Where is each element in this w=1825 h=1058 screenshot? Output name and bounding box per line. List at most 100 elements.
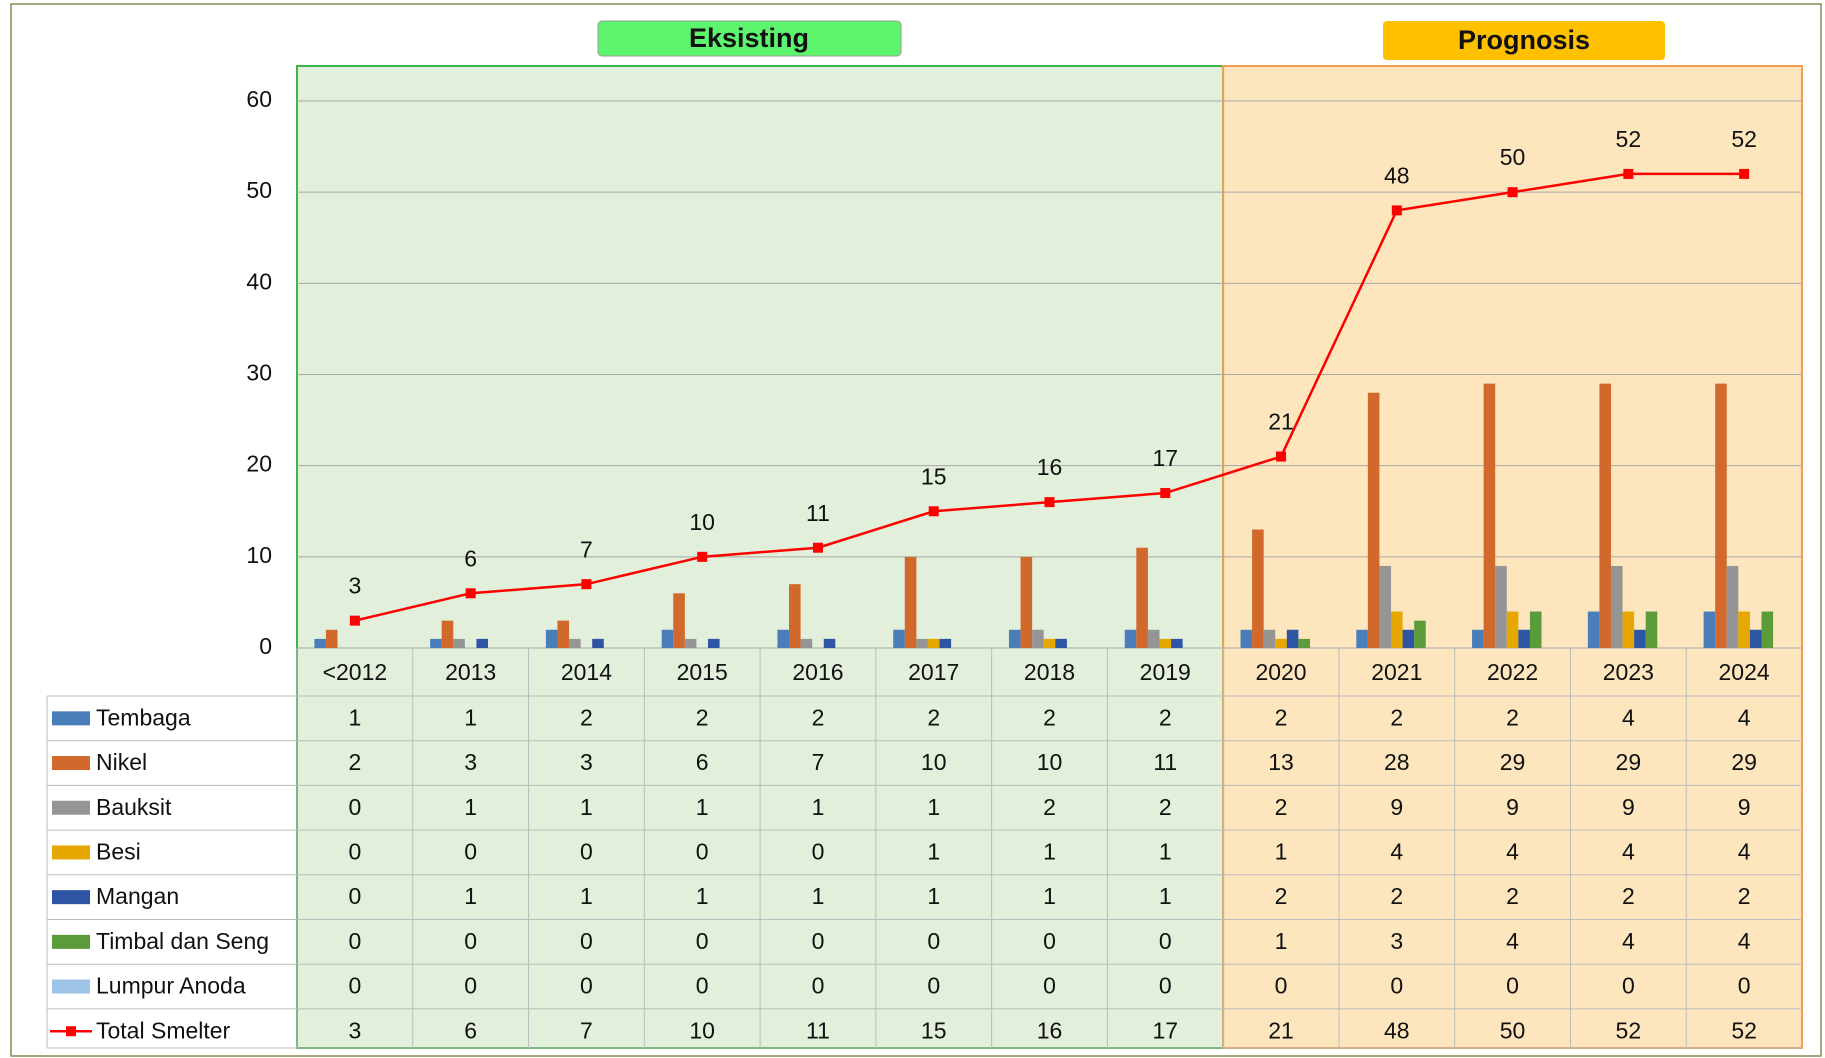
table-cell: 0 xyxy=(927,973,940,999)
bar xyxy=(1159,638,1172,648)
x-tick-label: 2020 xyxy=(1255,659,1306,685)
table-cell: 10 xyxy=(1037,749,1063,775)
bar xyxy=(1032,629,1044,648)
bar xyxy=(661,629,674,648)
annotation: Prognosis xyxy=(1458,25,1590,55)
legend-label: Nikel xyxy=(96,749,147,775)
table-cell: 0 xyxy=(464,839,477,865)
data-label: 3 xyxy=(348,573,361,599)
table-cell: 3 xyxy=(348,1017,361,1043)
table-cell: 1 xyxy=(812,883,825,909)
legend-swatch xyxy=(52,979,90,994)
legend-label: Besi xyxy=(96,839,141,865)
bar xyxy=(1726,565,1739,648)
table-cell: 0 xyxy=(580,973,593,999)
table-cell: 11 xyxy=(806,1017,830,1043)
x-tick-label: 2015 xyxy=(677,659,728,685)
x-tick-label: 2023 xyxy=(1603,659,1654,685)
marker xyxy=(1160,488,1171,499)
table-cell: 29 xyxy=(1616,749,1642,775)
table-cell: 2 xyxy=(1622,883,1635,909)
table-cell: 2 xyxy=(1390,704,1403,730)
table-cell: 0 xyxy=(580,839,593,865)
x-tick-label: 2024 xyxy=(1719,659,1770,685)
x-tick-label: 2018 xyxy=(1024,659,1075,685)
table-cell: 9 xyxy=(1738,794,1751,820)
marker xyxy=(697,551,708,562)
data-label: 15 xyxy=(921,463,947,489)
table-cell: 0 xyxy=(696,973,709,999)
table-cell: 1 xyxy=(927,883,940,909)
bar xyxy=(1379,565,1392,648)
table-cell: 1 xyxy=(580,883,593,909)
bar xyxy=(1147,629,1160,648)
bar xyxy=(904,556,917,648)
table-cell: 10 xyxy=(689,1017,715,1043)
table-cell: 6 xyxy=(696,749,709,775)
table-cell: 1 xyxy=(927,794,940,820)
marker xyxy=(1507,187,1518,198)
legend-label: Mangan xyxy=(96,883,179,909)
table-cell: 2 xyxy=(1159,794,1172,820)
legend-swatch xyxy=(52,934,90,949)
x-tick-label: 2016 xyxy=(792,659,843,685)
table-cell: 7 xyxy=(580,1017,593,1043)
marker xyxy=(465,588,476,599)
table-cell: 15 xyxy=(921,1017,947,1043)
table-cell: 0 xyxy=(1506,973,1519,999)
table-cell: 4 xyxy=(1506,839,1519,865)
y-tick-label: 50 xyxy=(246,177,272,203)
bar xyxy=(800,638,813,648)
bar xyxy=(557,620,570,648)
table-cell: 28 xyxy=(1384,749,1410,775)
table-cell: 1 xyxy=(696,883,709,909)
bar xyxy=(1529,611,1542,648)
bar xyxy=(1008,629,1021,648)
table-cell: 2 xyxy=(1043,794,1056,820)
table-cell: 1 xyxy=(1043,839,1056,865)
bar xyxy=(777,629,790,648)
bar xyxy=(1761,611,1774,648)
table-cell: 29 xyxy=(1500,749,1526,775)
bar xyxy=(1171,638,1183,648)
bar xyxy=(1020,556,1033,648)
table-cell: 1 xyxy=(1159,883,1172,909)
y-tick-label: 10 xyxy=(246,542,272,568)
table-cell: 4 xyxy=(1506,928,1519,954)
table-cell: 7 xyxy=(812,749,825,775)
table-cell: 0 xyxy=(1622,973,1635,999)
marker xyxy=(928,506,939,517)
table-cell: 4 xyxy=(1622,928,1635,954)
marker xyxy=(1044,497,1055,508)
bar xyxy=(1043,638,1056,648)
y-tick-label: 40 xyxy=(246,268,272,294)
table-cell: 0 xyxy=(812,928,825,954)
table-cell: 6 xyxy=(464,1017,477,1043)
data-label: 10 xyxy=(689,509,715,535)
table-cell: 4 xyxy=(1390,839,1403,865)
table-cell: 1 xyxy=(464,883,477,909)
table-cell: 0 xyxy=(1390,973,1403,999)
table-cell: 17 xyxy=(1152,1017,1178,1043)
y-tick-label: 20 xyxy=(246,451,272,477)
bar xyxy=(1298,638,1310,648)
table-cell: 0 xyxy=(1043,928,1056,954)
bar xyxy=(1599,383,1611,648)
legend-swatch xyxy=(52,890,90,905)
legend-label: Lumpur Anoda xyxy=(96,973,246,999)
bar xyxy=(1367,392,1380,648)
legend-swatch xyxy=(52,800,90,815)
marker xyxy=(349,615,360,626)
bar xyxy=(545,629,558,648)
bar xyxy=(1495,565,1507,648)
table-cell: 1 xyxy=(1159,839,1172,865)
bar xyxy=(1286,629,1299,648)
marker xyxy=(1623,168,1634,179)
table-cell: 2 xyxy=(1159,704,1172,730)
annotation: Eksisting xyxy=(689,23,809,53)
table-cell: 2 xyxy=(580,704,593,730)
legend-swatch xyxy=(52,756,90,771)
legend-swatch xyxy=(66,1026,76,1037)
bar xyxy=(1610,565,1623,648)
